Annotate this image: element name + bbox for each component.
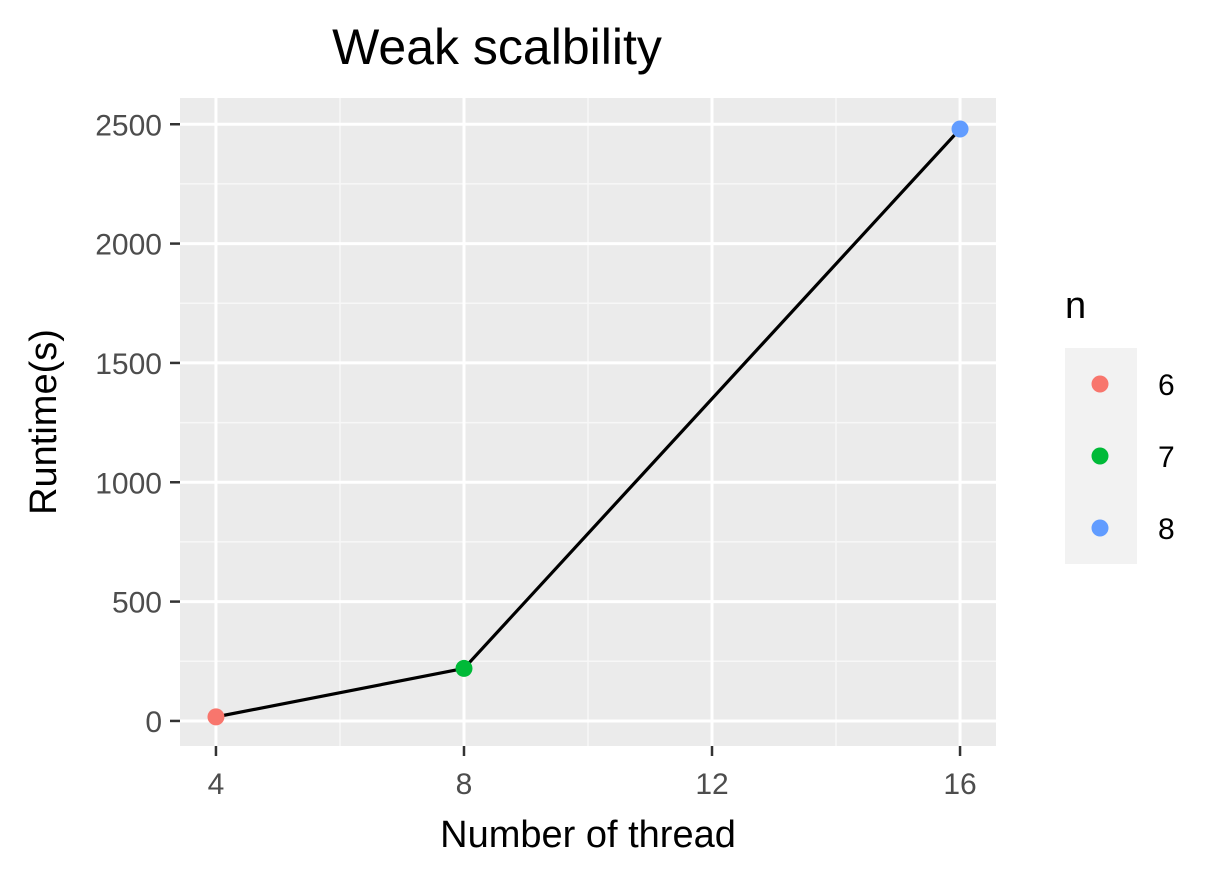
y-tick-label: 500 <box>112 587 162 620</box>
data-point <box>455 659 473 677</box>
legend-label: 7 <box>1158 441 1175 474</box>
x-tick-label: 4 <box>208 768 225 801</box>
x-axis: 4 8 12 16 <box>208 746 977 801</box>
legend: n 6 7 8 <box>1065 285 1175 564</box>
legend-key-point <box>1091 375 1109 393</box>
y-tick-label: 2500 <box>95 109 162 142</box>
data-point <box>207 708 225 726</box>
legend-label: 8 <box>1158 513 1175 546</box>
x-tick-label: 12 <box>695 768 728 801</box>
x-axis-label: Number of thread <box>440 814 736 856</box>
series-points-group <box>207 120 969 726</box>
y-axis: 0 500 1000 1500 2000 2500 <box>95 109 180 739</box>
y-axis-label: Runtime(s) <box>23 329 65 515</box>
major-gridlines <box>180 98 996 746</box>
legend-label: 6 <box>1158 369 1175 402</box>
y-tick-label: 1500 <box>95 348 162 381</box>
legend-key-point <box>1091 447 1109 465</box>
y-tick-label: 0 <box>145 706 162 739</box>
legend-key-point <box>1091 519 1109 537</box>
legend-title: n <box>1065 285 1086 327</box>
data-point <box>951 120 969 138</box>
x-tick-label: 8 <box>456 768 473 801</box>
chart-title: Weak scalbility <box>332 19 662 75</box>
minor-gridlines <box>180 98 996 746</box>
y-tick-label: 2000 <box>95 229 162 262</box>
x-tick-label: 16 <box>943 768 976 801</box>
y-tick-label: 1000 <box>95 467 162 500</box>
